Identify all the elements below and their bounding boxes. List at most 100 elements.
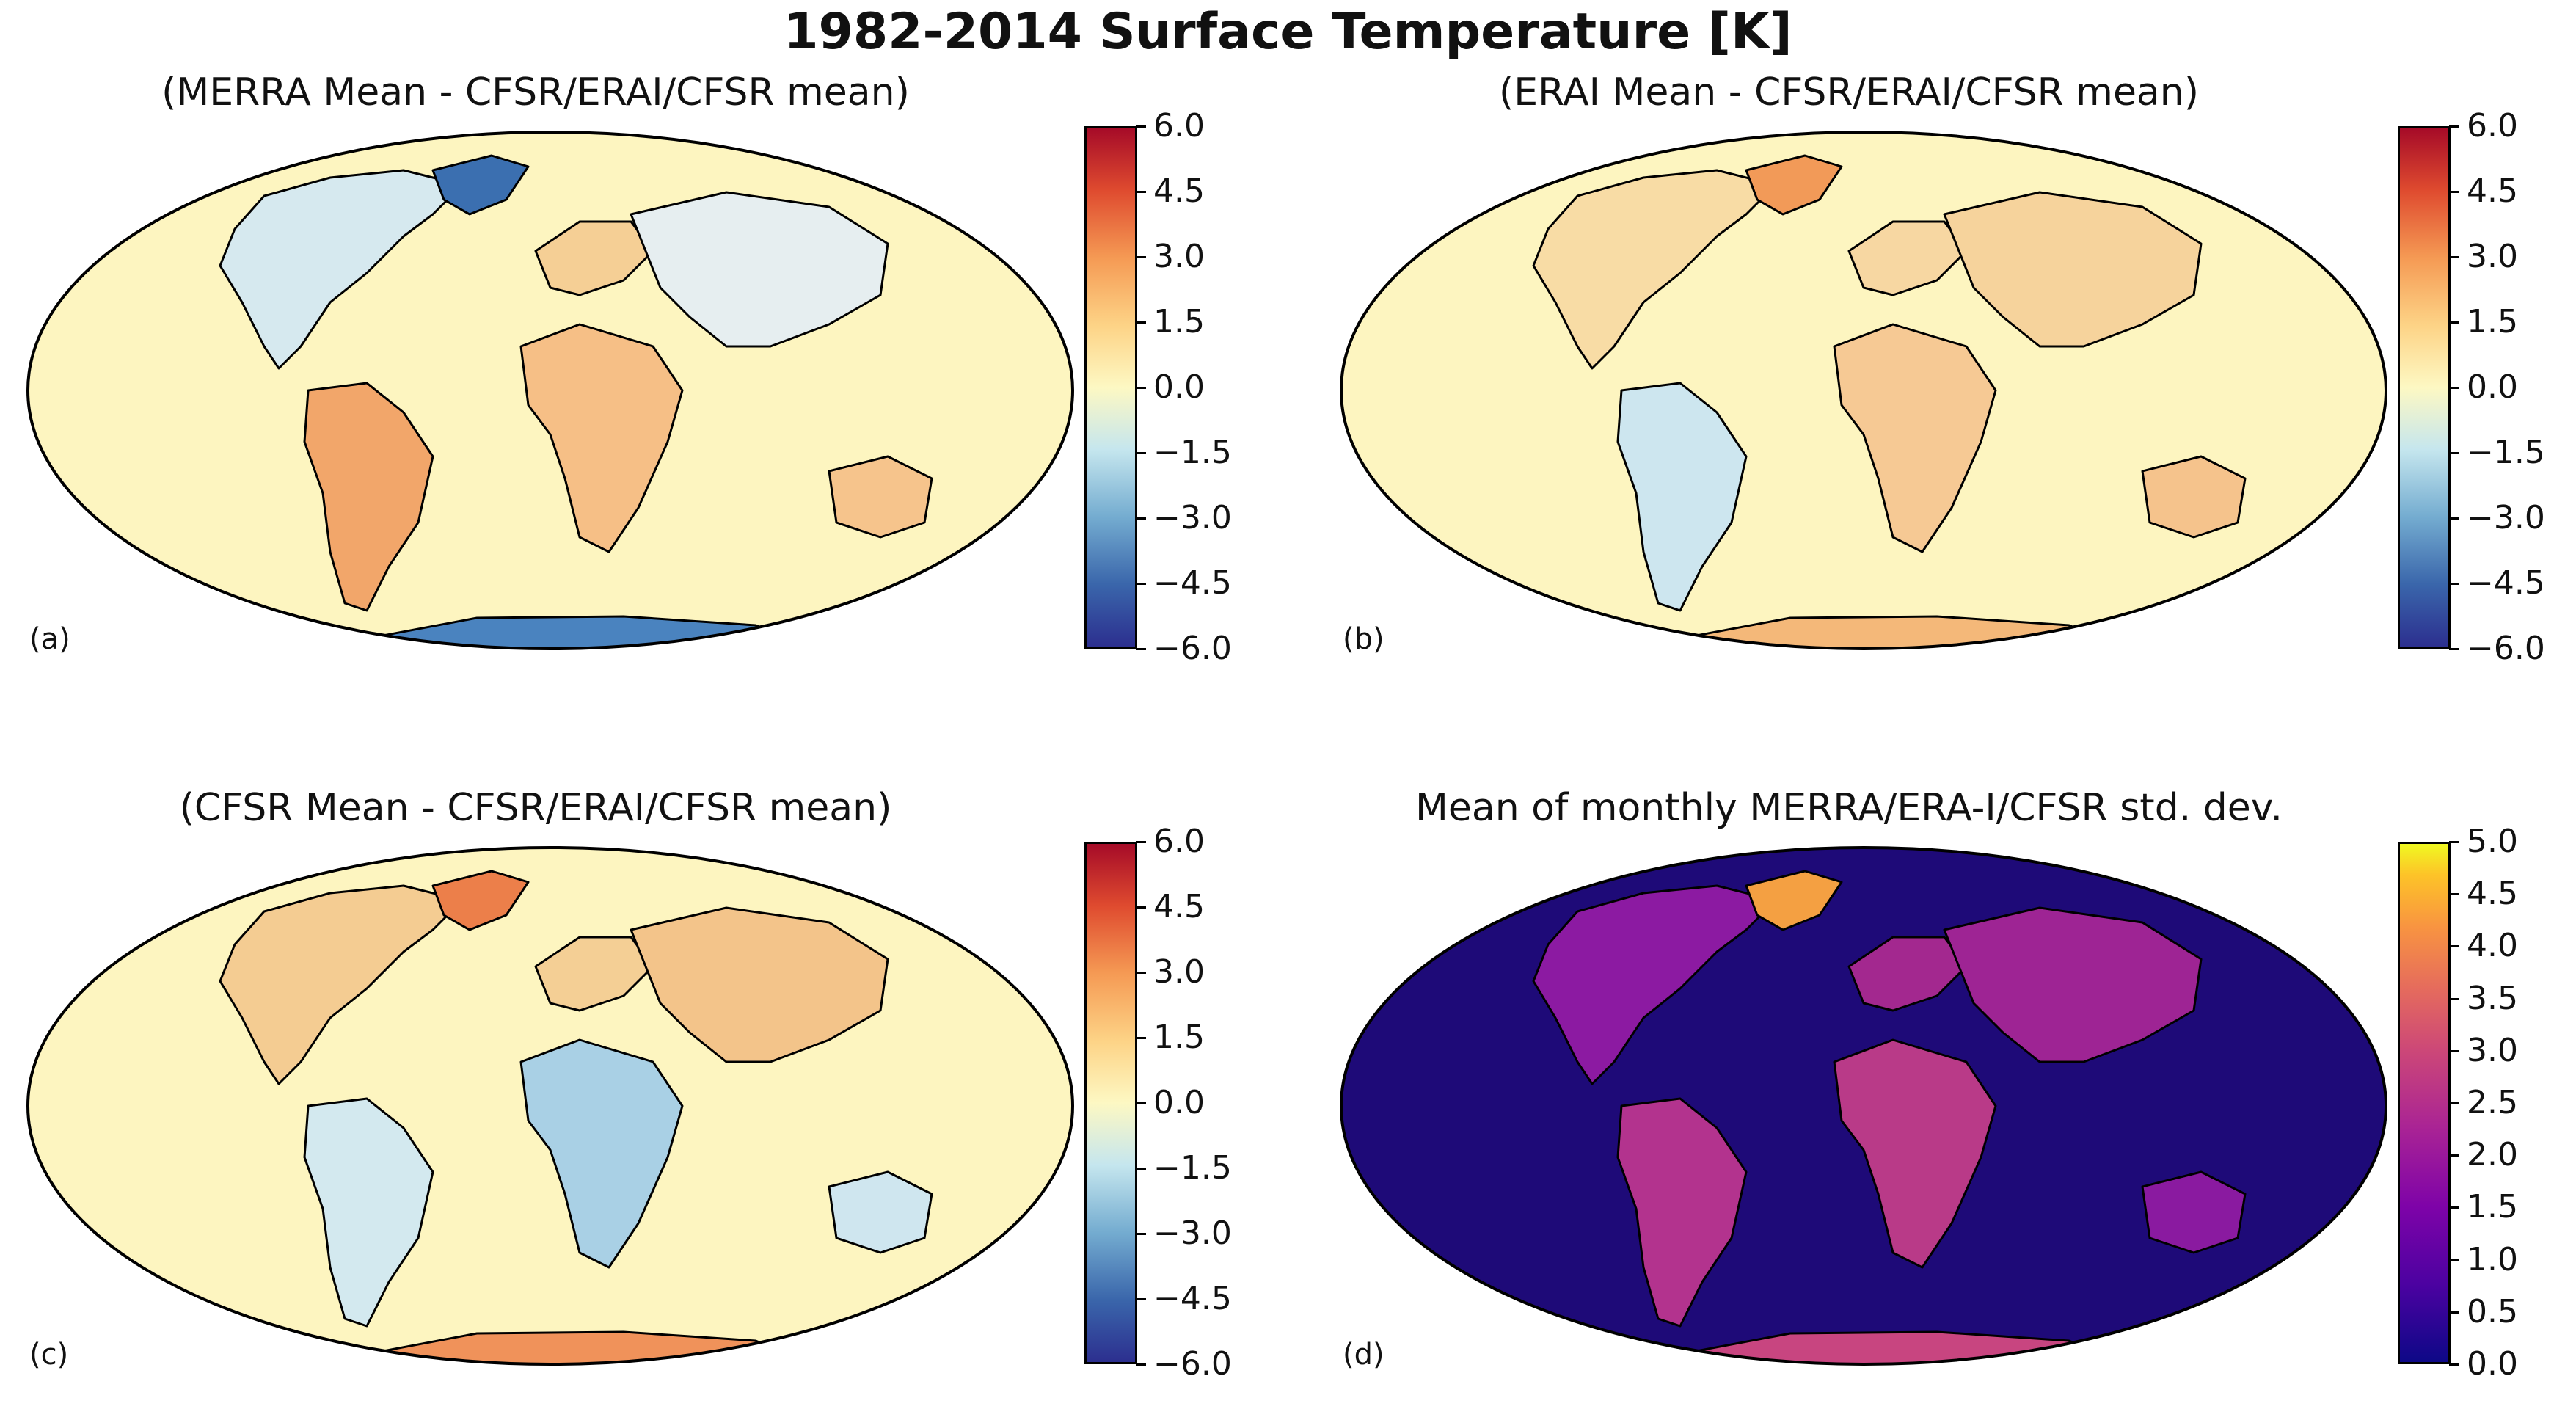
colorbar-tick-mark xyxy=(1136,583,1146,585)
panel-a: (MERRA Mean - CFSR/ERAI/CFSR mean) 6.0 4.… xyxy=(0,0,1288,704)
colorbar-tick-label: −3.0 xyxy=(1153,499,1232,536)
colorbar-tick-label: −6.0 xyxy=(2467,630,2545,667)
colorbar-tick-mark xyxy=(1136,648,1146,650)
colorbar-tick-label: 0.5 xyxy=(2467,1292,2518,1330)
europe-landmass xyxy=(534,220,654,296)
colorbar-tick-label: 3.0 xyxy=(2467,1031,2518,1069)
panel-letter: (a) xyxy=(29,622,70,656)
colorbar-tick-mark xyxy=(2449,1363,2459,1366)
colorbar-tick-label: 2.0 xyxy=(2467,1136,2518,1174)
colorbar-c xyxy=(1084,842,1137,1364)
colorbar-tick-mark xyxy=(1136,191,1146,193)
colorbar-tick-label: 2.5 xyxy=(2467,1084,2518,1121)
africa-landmass xyxy=(1833,1038,1997,1269)
colorbar-tick-mark xyxy=(1136,1363,1146,1366)
colorbar-tick-mark xyxy=(1136,1298,1146,1300)
south-america-landmass xyxy=(303,1097,434,1328)
colorbar-tick-mark xyxy=(2449,1206,2459,1209)
colorbar-tick-mark xyxy=(2449,1102,2459,1104)
mollweide-map-b xyxy=(1340,131,2387,650)
colorbar-tick-label: 4.5 xyxy=(2467,172,2518,210)
colorbar-tick-mark xyxy=(1136,125,1146,128)
colorbar-tick-mark xyxy=(2449,321,2459,324)
colorbar-tick-label: −6.0 xyxy=(1153,1345,1232,1383)
colorbar-tick-mark xyxy=(2449,387,2459,389)
colorbar-tick-mark xyxy=(1136,841,1146,843)
north-america-landmass xyxy=(219,884,464,1085)
australia-landmass xyxy=(828,455,933,539)
greenland-landmass xyxy=(1745,154,1843,216)
colorbar-tick-mark xyxy=(2449,1311,2459,1314)
map-border xyxy=(1340,846,2387,1366)
map-border xyxy=(1340,131,2387,650)
map-border xyxy=(26,846,1074,1366)
europe-landmass xyxy=(1847,220,1968,296)
colorbar-tick-mark xyxy=(2449,1154,2459,1157)
panel-title: (CFSR Mean - CFSR/ERAI/CFSR mean) xyxy=(179,786,892,830)
colorbar-tick-label: −1.5 xyxy=(1153,1149,1232,1187)
north-america-landmass xyxy=(1532,884,1777,1085)
mollweide-map-c xyxy=(26,846,1074,1366)
colorbar-tick-label: 4.5 xyxy=(1153,888,1205,925)
europe-landmass xyxy=(1847,936,1968,1012)
colorbar-tick-label: −1.5 xyxy=(1153,434,1232,471)
colorbar-tick-label: 3.5 xyxy=(2467,979,2518,1017)
colorbar-tick-label: 1.5 xyxy=(2467,1188,2518,1226)
colorbar-tick-mark xyxy=(1136,1168,1146,1170)
greenland-landmass xyxy=(431,870,530,931)
colorbar-tick-label: 1.0 xyxy=(2467,1240,2518,1278)
colorbar-tick-label: −1.5 xyxy=(2467,434,2545,471)
colorbar-tick-mark xyxy=(1136,972,1146,974)
colorbar-a xyxy=(1084,126,1137,649)
colorbar-tick-mark xyxy=(2449,1259,2459,1261)
panel-title: (ERAI Mean - CFSR/ERAI/CFSR mean) xyxy=(1498,70,2200,114)
colorbar-tick-mark xyxy=(2449,841,2459,843)
colorbar-tick-label: 5.0 xyxy=(2467,823,2518,860)
mollweide-map-d xyxy=(1340,846,2387,1366)
asia-landmass xyxy=(1943,191,2203,348)
colorbar-tick-label: 4.5 xyxy=(2467,875,2518,913)
africa-landmass xyxy=(1833,323,1997,553)
colorbar-tick-mark xyxy=(2449,517,2459,520)
colorbar-tick-label: 0.0 xyxy=(1153,1084,1205,1121)
colorbar-tick-mark xyxy=(1136,452,1146,454)
figure-title: 1982-2014 Surface Temperature [K] xyxy=(784,3,1792,61)
colorbar-tick-label: 3.0 xyxy=(2467,238,2518,275)
colorbar-tick-label: 1.5 xyxy=(2467,303,2518,341)
colorbar-tick-mark xyxy=(1136,906,1146,909)
north-america-landmass xyxy=(1532,169,1777,370)
colorbar-d xyxy=(2398,842,2451,1364)
panel-c: (CFSR Mean - CFSR/ERAI/CFSR mean) 6.0 4.5… xyxy=(0,716,1288,1420)
map-border xyxy=(26,131,1074,650)
north-america-landmass xyxy=(219,169,464,370)
mollweide-map-a xyxy=(26,131,1074,650)
europe-landmass xyxy=(534,936,654,1012)
panel-title: (MERRA Mean - CFSR/ERAI/CFSR mean) xyxy=(161,70,910,114)
colorbar-tick-label: 1.5 xyxy=(1153,1019,1205,1056)
colorbar-tick-label: −4.5 xyxy=(1153,564,1232,602)
panel-letter: (b) xyxy=(1343,622,1384,656)
colorbar-tick-label: 6.0 xyxy=(1153,823,1205,860)
colorbar-tick-mark xyxy=(2449,997,2459,1000)
panel-d: Mean of monthly MERRA/ERA-I/CFSR std. de… xyxy=(1313,716,2576,1420)
australia-landmass xyxy=(828,1170,933,1254)
africa-landmass xyxy=(519,1038,684,1269)
colorbar-tick-label: −4.5 xyxy=(1153,1280,1232,1317)
colorbar-tick-label: −3.0 xyxy=(2467,499,2545,536)
colorbar-tick-mark xyxy=(2449,452,2459,454)
colorbar-tick-label: 3.0 xyxy=(1153,238,1205,275)
colorbar-tick-mark xyxy=(1136,1102,1146,1104)
panel-title: Mean of monthly MERRA/ERA-I/CFSR std. de… xyxy=(1415,786,2283,830)
colorbar-tick-label: 4.0 xyxy=(2467,927,2518,965)
colorbar-tick-label: −3.0 xyxy=(1153,1215,1232,1252)
australia-landmass xyxy=(2141,455,2247,539)
colorbar-b xyxy=(2398,126,2451,649)
colorbar-tick-mark xyxy=(2449,256,2459,258)
panel-b: (ERAI Mean - CFSR/ERAI/CFSR mean) 6.0 4.5… xyxy=(1313,0,2576,704)
south-america-landmass xyxy=(1616,1097,1748,1328)
colorbar-tick-mark xyxy=(1136,256,1146,258)
colorbar-tick-label: 0.0 xyxy=(2467,368,2518,406)
colorbar-tick-mark xyxy=(2449,945,2459,948)
colorbar-tick-label: 6.0 xyxy=(1153,107,1205,145)
colorbar-tick-mark xyxy=(1136,321,1146,324)
